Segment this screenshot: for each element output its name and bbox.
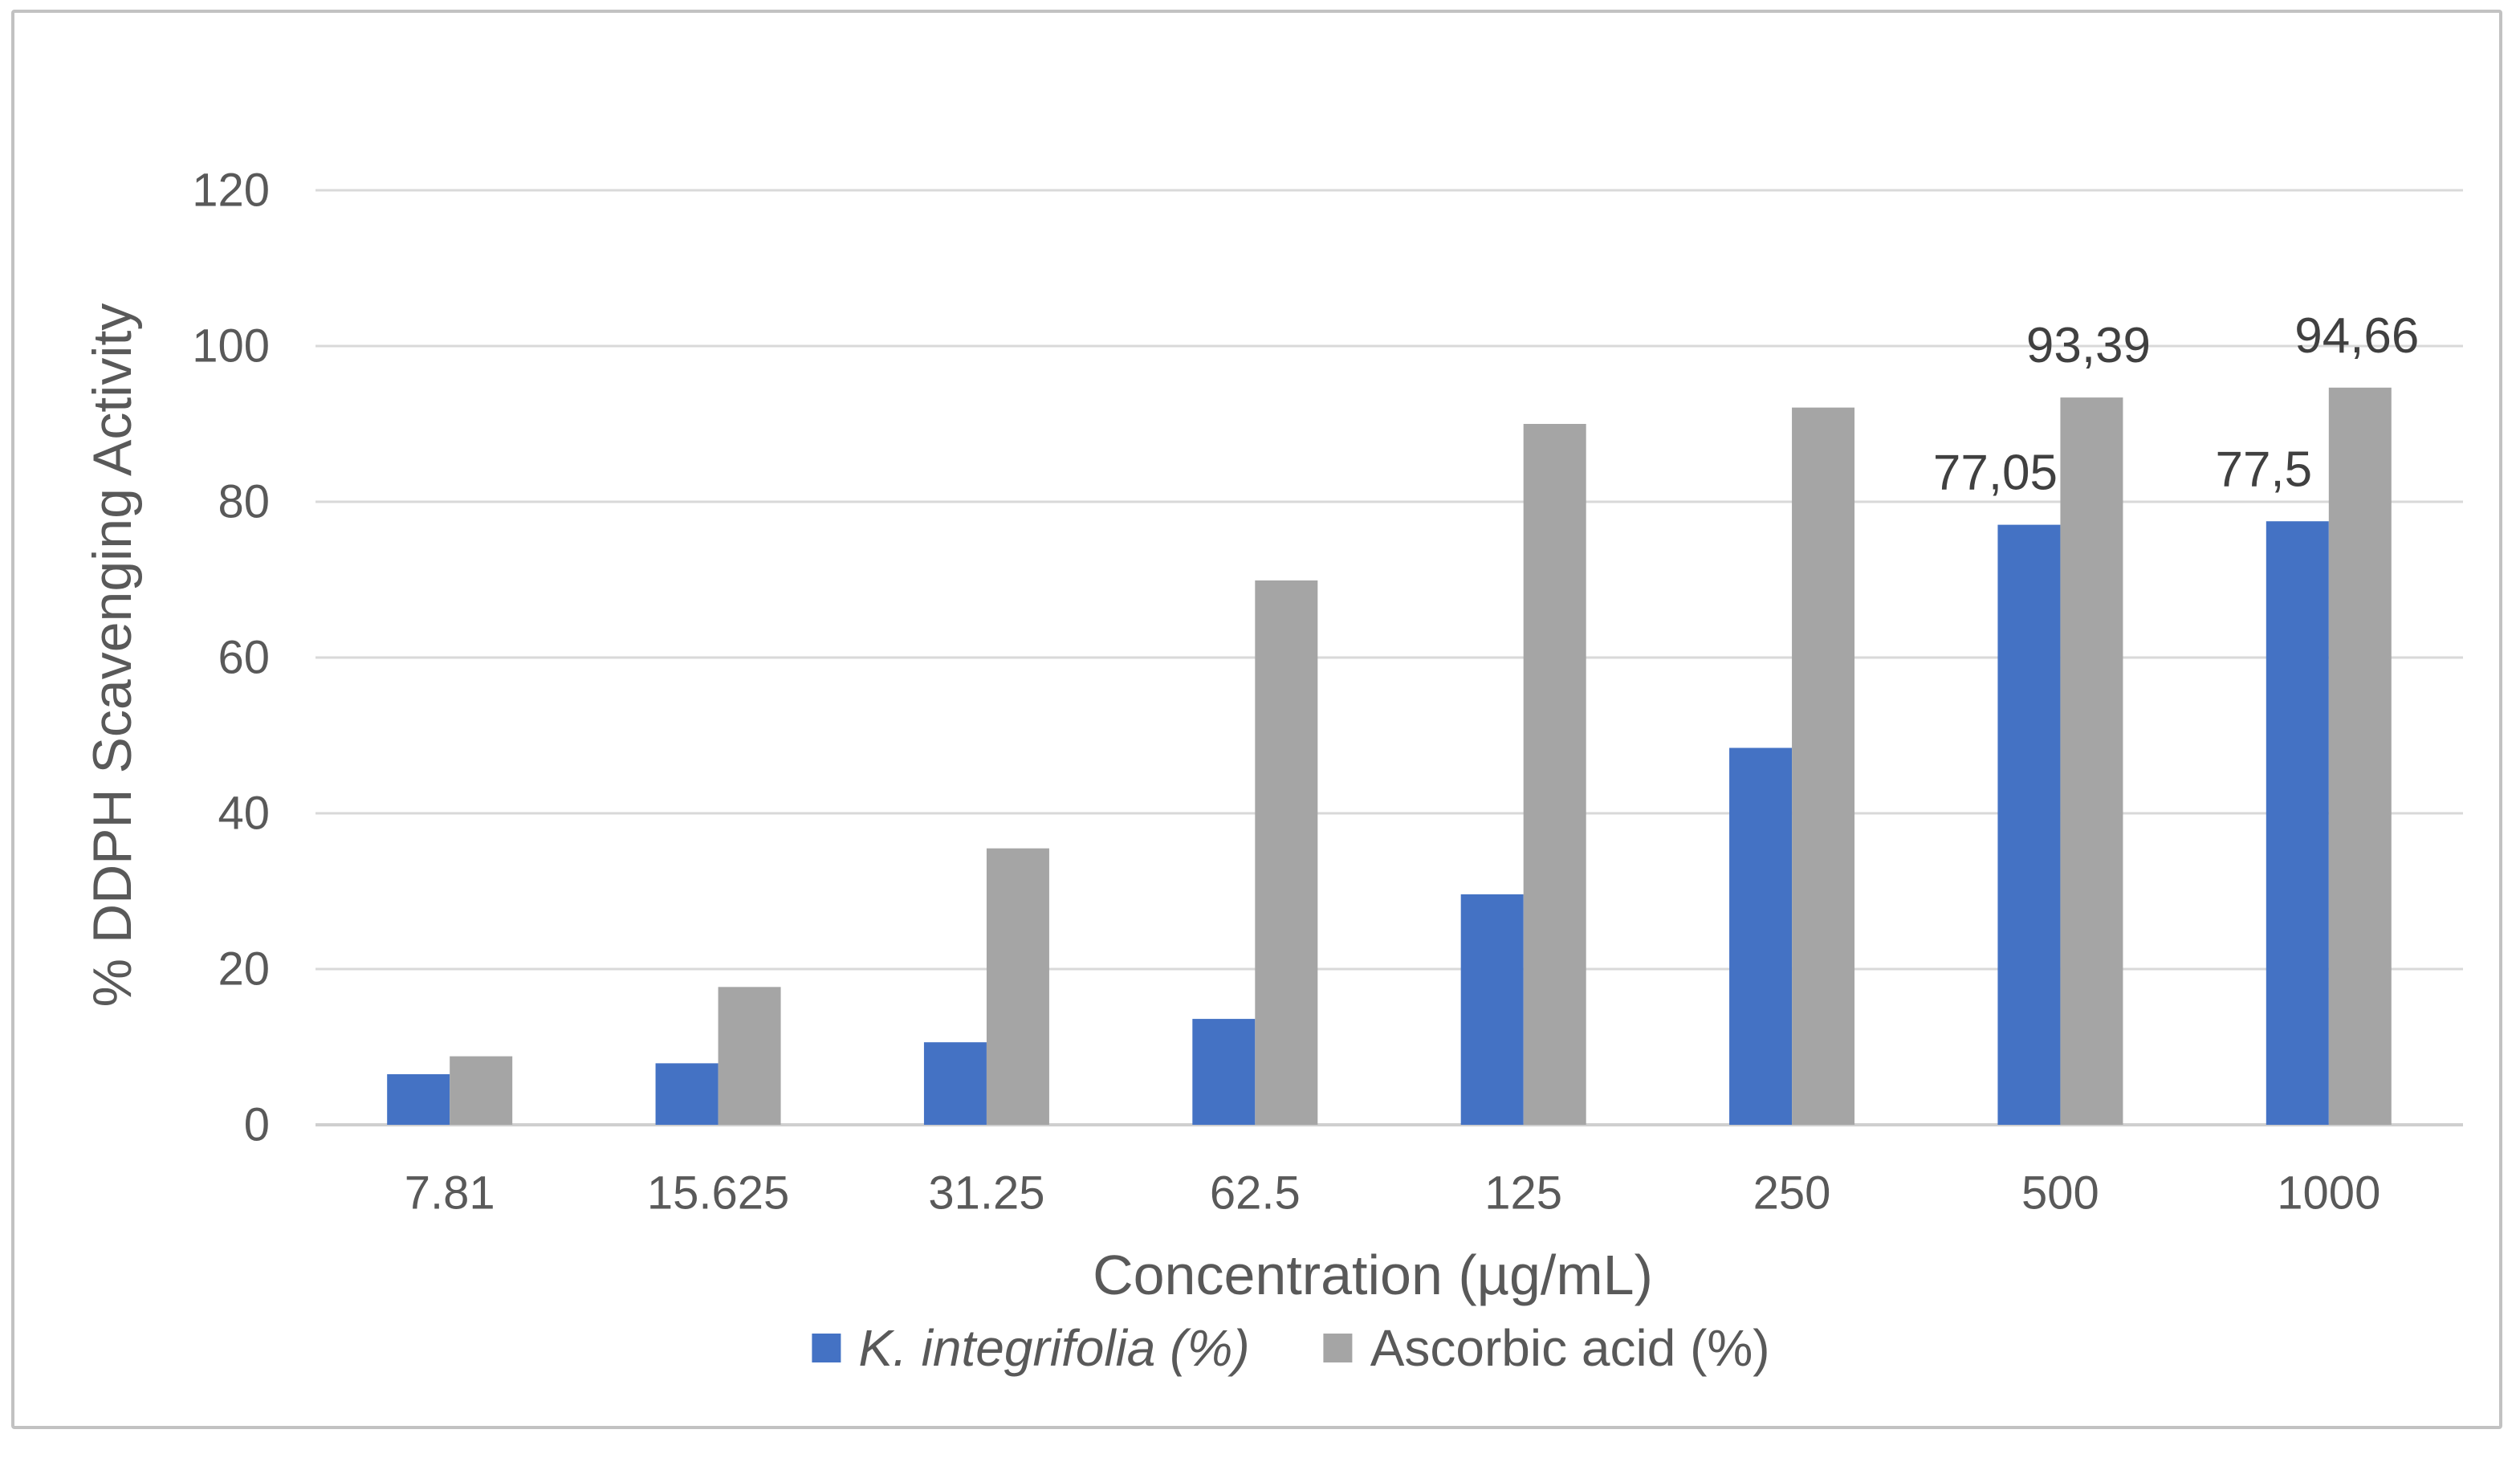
legend-swatch-icon-ascorbic-acid xyxy=(1323,1334,1353,1362)
legend-label-k-integrifolia: K. integrifolia (%) xyxy=(858,1319,1250,1377)
x-tick-label-250: 250 xyxy=(1753,1167,1831,1220)
bar-k-integrifolia-250 xyxy=(1729,747,1793,1125)
data-label-ascorbic-acid-1000: 94,66 xyxy=(2294,308,2419,364)
x-tick-label-7.81: 7.81 xyxy=(405,1167,495,1220)
x-tick-label-62.5: 62.5 xyxy=(1210,1167,1301,1220)
data-label-k-integrifolia-1000: 77,5 xyxy=(2215,442,2312,497)
y-tick-label-20: 20 xyxy=(218,943,270,996)
x-tick-label-31.25: 31.25 xyxy=(928,1167,1044,1220)
bar-ascorbic-acid-500 xyxy=(2060,397,2123,1125)
bar-k-integrifolia-31.25 xyxy=(923,1042,987,1125)
bar-ascorbic-acid-62.5 xyxy=(1255,580,1318,1125)
bar-ascorbic-acid-31.25 xyxy=(986,848,1049,1125)
bar-k-integrifolia-15.625 xyxy=(655,1063,719,1125)
legend-swatch-icon-k-integrifolia xyxy=(812,1334,841,1362)
plot-area: 0 20 40 60 80 100 120 7.81 15.625 31.25 62.5 125 250… xyxy=(192,165,2463,1220)
y-axis-title: % DDPH Scavenging Activity xyxy=(82,303,143,1008)
data-label-ascorbic-acid-500: 93,39 xyxy=(2026,318,2151,373)
y-tick-label-0: 0 xyxy=(244,1099,270,1151)
legend-item-ascorbic-acid: Ascorbic acid (%) xyxy=(1323,1318,1770,1378)
y-tick-label-40: 40 xyxy=(218,788,270,840)
x-axis-title: Concentration (µg/mL) xyxy=(1093,1244,1653,1306)
bar-k-integrifolia-7.81 xyxy=(387,1073,450,1125)
x-tick-label-1000: 1000 xyxy=(2277,1167,2380,1220)
bar-ascorbic-acid-7.81 xyxy=(450,1056,513,1125)
y-tick-label-120: 120 xyxy=(192,165,270,217)
x-tick-label-125: 125 xyxy=(1484,1167,1562,1220)
bar-k-integrifolia-62.5 xyxy=(1192,1019,1256,1125)
bar-ascorbic-acid-125 xyxy=(1523,424,1586,1125)
bar-k-integrifolia-500 xyxy=(1997,524,2061,1125)
chart-frame: 0 20 40 60 80 100 120 7.81 15.625 31.25 62.5 125 250… xyxy=(11,10,2502,1429)
bar-ascorbic-acid-15.625 xyxy=(718,987,781,1125)
bar-ascorbic-acid-250 xyxy=(1792,407,1855,1125)
y-tick-label-60: 60 xyxy=(218,632,270,684)
legend: K. integrifolia (%) Ascorbic acid (%) xyxy=(812,1318,1770,1378)
legend-label-ascorbic-acid: Ascorbic acid (%) xyxy=(1370,1319,1770,1377)
bar-ascorbic-acid-1000 xyxy=(2328,387,2392,1126)
bar-k-integrifolia-125 xyxy=(1460,894,1524,1125)
y-tick-label-80: 80 xyxy=(218,476,270,528)
x-tick-label-500: 500 xyxy=(2021,1167,2099,1220)
y-tick-label-100: 100 xyxy=(192,320,270,373)
data-label-k-integrifolia-500: 77,05 xyxy=(1933,446,2058,501)
legend-item-k-integrifolia: K. integrifolia (%) xyxy=(812,1318,1250,1378)
bar-k-integrifolia-1000 xyxy=(2266,521,2329,1125)
x-tick-label-15.625: 15.625 xyxy=(647,1167,789,1220)
